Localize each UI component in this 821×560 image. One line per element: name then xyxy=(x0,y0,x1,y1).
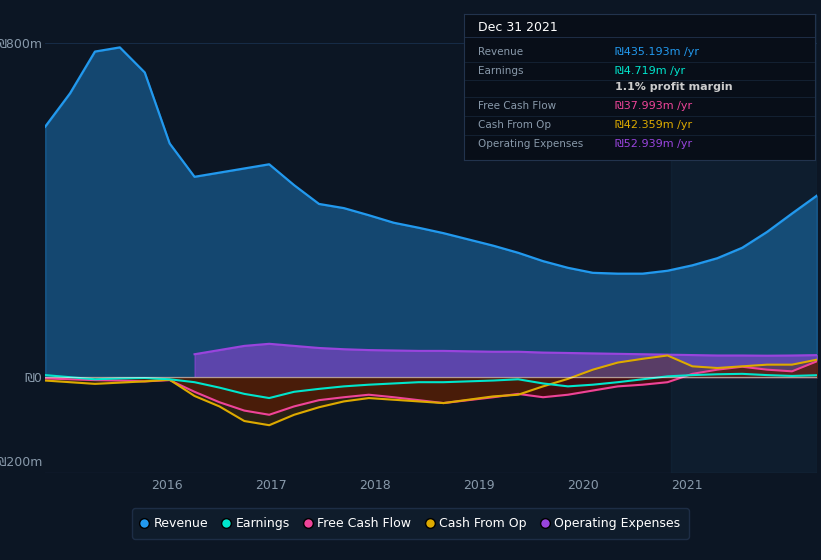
Bar xyxy=(672,14,817,473)
Text: Free Cash Flow: Free Cash Flow xyxy=(478,101,556,111)
Text: Earnings: Earnings xyxy=(478,66,524,76)
Text: 1.1% profit margin: 1.1% profit margin xyxy=(615,82,732,92)
Text: Operating Expenses: Operating Expenses xyxy=(478,138,583,148)
Text: Dec 31 2021: Dec 31 2021 xyxy=(478,21,557,34)
Legend: Revenue, Earnings, Free Cash Flow, Cash From Op, Operating Expenses: Revenue, Earnings, Free Cash Flow, Cash … xyxy=(132,508,689,539)
Text: ₪435.193m /yr: ₪435.193m /yr xyxy=(615,47,699,57)
Text: ₪37.993m /yr: ₪37.993m /yr xyxy=(615,101,692,111)
Text: Cash From Op: Cash From Op xyxy=(478,120,551,130)
Text: ₪52.939m /yr: ₪52.939m /yr xyxy=(615,138,692,148)
Text: Revenue: Revenue xyxy=(478,47,523,57)
Text: ₪4.719m /yr: ₪4.719m /yr xyxy=(615,66,685,76)
Text: ₪42.359m /yr: ₪42.359m /yr xyxy=(615,120,692,130)
